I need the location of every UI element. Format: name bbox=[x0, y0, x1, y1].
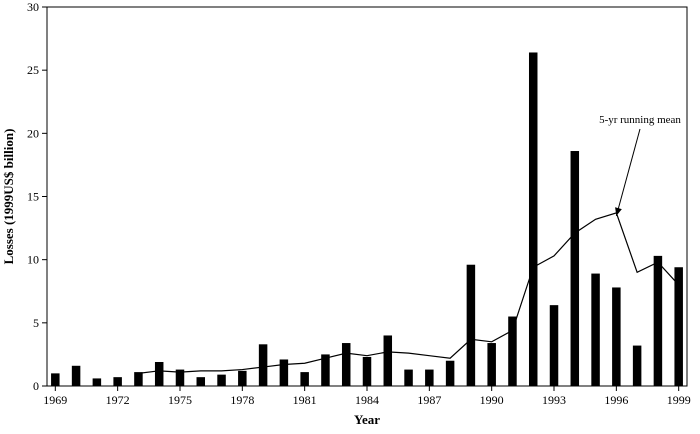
bar-1973 bbox=[134, 372, 143, 386]
x-tick-label: 1990 bbox=[480, 393, 504, 407]
bar-1985 bbox=[383, 335, 393, 386]
running-mean-group bbox=[138, 212, 680, 374]
x-tick-label: 1996 bbox=[604, 393, 628, 407]
y-tick-label: 20 bbox=[27, 126, 39, 140]
bar-1976 bbox=[196, 377, 206, 386]
bar-1997 bbox=[632, 345, 642, 386]
y-tick-label: 0 bbox=[33, 379, 39, 393]
bar-1986 bbox=[404, 369, 413, 386]
bar-1977 bbox=[217, 374, 226, 386]
bar-1987 bbox=[425, 369, 434, 386]
y-tick-label: 30 bbox=[27, 0, 39, 14]
x-tick-label: 1981 bbox=[293, 393, 317, 407]
bar-1981 bbox=[300, 372, 309, 386]
plot-frame bbox=[46, 6, 688, 387]
y-tick-label: 10 bbox=[27, 253, 39, 267]
bar-1972 bbox=[113, 377, 122, 386]
bar-1974 bbox=[154, 361, 164, 386]
bar-1990 bbox=[487, 343, 496, 386]
x-tick-label: 1987 bbox=[417, 393, 441, 407]
bar-1995 bbox=[591, 273, 600, 386]
axes-group: 0 5 10 15 20 25 30 1969 1972 1975 1978 1981 1984 1987… bbox=[27, 0, 691, 407]
bar-1970 bbox=[71, 365, 81, 386]
x-tick-label: 1972 bbox=[106, 393, 130, 407]
bars-group bbox=[51, 52, 683, 386]
bar-1988 bbox=[445, 360, 455, 386]
bar-1989 bbox=[466, 264, 476, 386]
bar-1971 bbox=[92, 378, 102, 386]
x-tick-label: 1999 bbox=[667, 393, 691, 407]
bar-1984 bbox=[362, 356, 372, 386]
y-tick-label: 15 bbox=[27, 190, 39, 204]
x-tick-label: 1978 bbox=[230, 393, 254, 407]
bar-1979 bbox=[258, 344, 268, 386]
bar-1991 bbox=[508, 316, 517, 386]
labels-group: 5-yr running mean Year Losses (1999US$ bil… bbox=[1, 114, 681, 427]
bar-1978 bbox=[238, 370, 247, 386]
y-tick-label: 25 bbox=[27, 63, 39, 77]
annotation-arrowhead bbox=[615, 207, 622, 216]
x-tick-label: 1969 bbox=[43, 393, 67, 407]
running-mean-annotation: 5-yr running mean bbox=[599, 114, 681, 126]
bar-1975 bbox=[175, 369, 185, 386]
bar-1983 bbox=[341, 343, 351, 386]
bar-1969 bbox=[51, 373, 60, 386]
bar-1996 bbox=[612, 287, 621, 386]
bar-1993 bbox=[549, 305, 559, 386]
y-tick-label: 5 bbox=[33, 316, 39, 330]
x-axis-title: Year bbox=[354, 412, 380, 427]
bar-1980 bbox=[279, 359, 289, 386]
y-axis-title: Losses (1999US$ billion) bbox=[1, 129, 16, 265]
bar-1994 bbox=[570, 151, 580, 386]
annotation-arrow-line bbox=[615, 128, 641, 217]
x-tick-label: 1984 bbox=[355, 393, 379, 407]
x-tick-label: 1975 bbox=[168, 393, 192, 407]
bar-1999 bbox=[674, 267, 683, 386]
running-mean-line bbox=[138, 212, 680, 374]
bar-1992 bbox=[528, 52, 538, 386]
x-tick-label: 1993 bbox=[542, 393, 566, 407]
bar-1998 bbox=[653, 255, 663, 386]
bar-1982 bbox=[321, 354, 330, 386]
